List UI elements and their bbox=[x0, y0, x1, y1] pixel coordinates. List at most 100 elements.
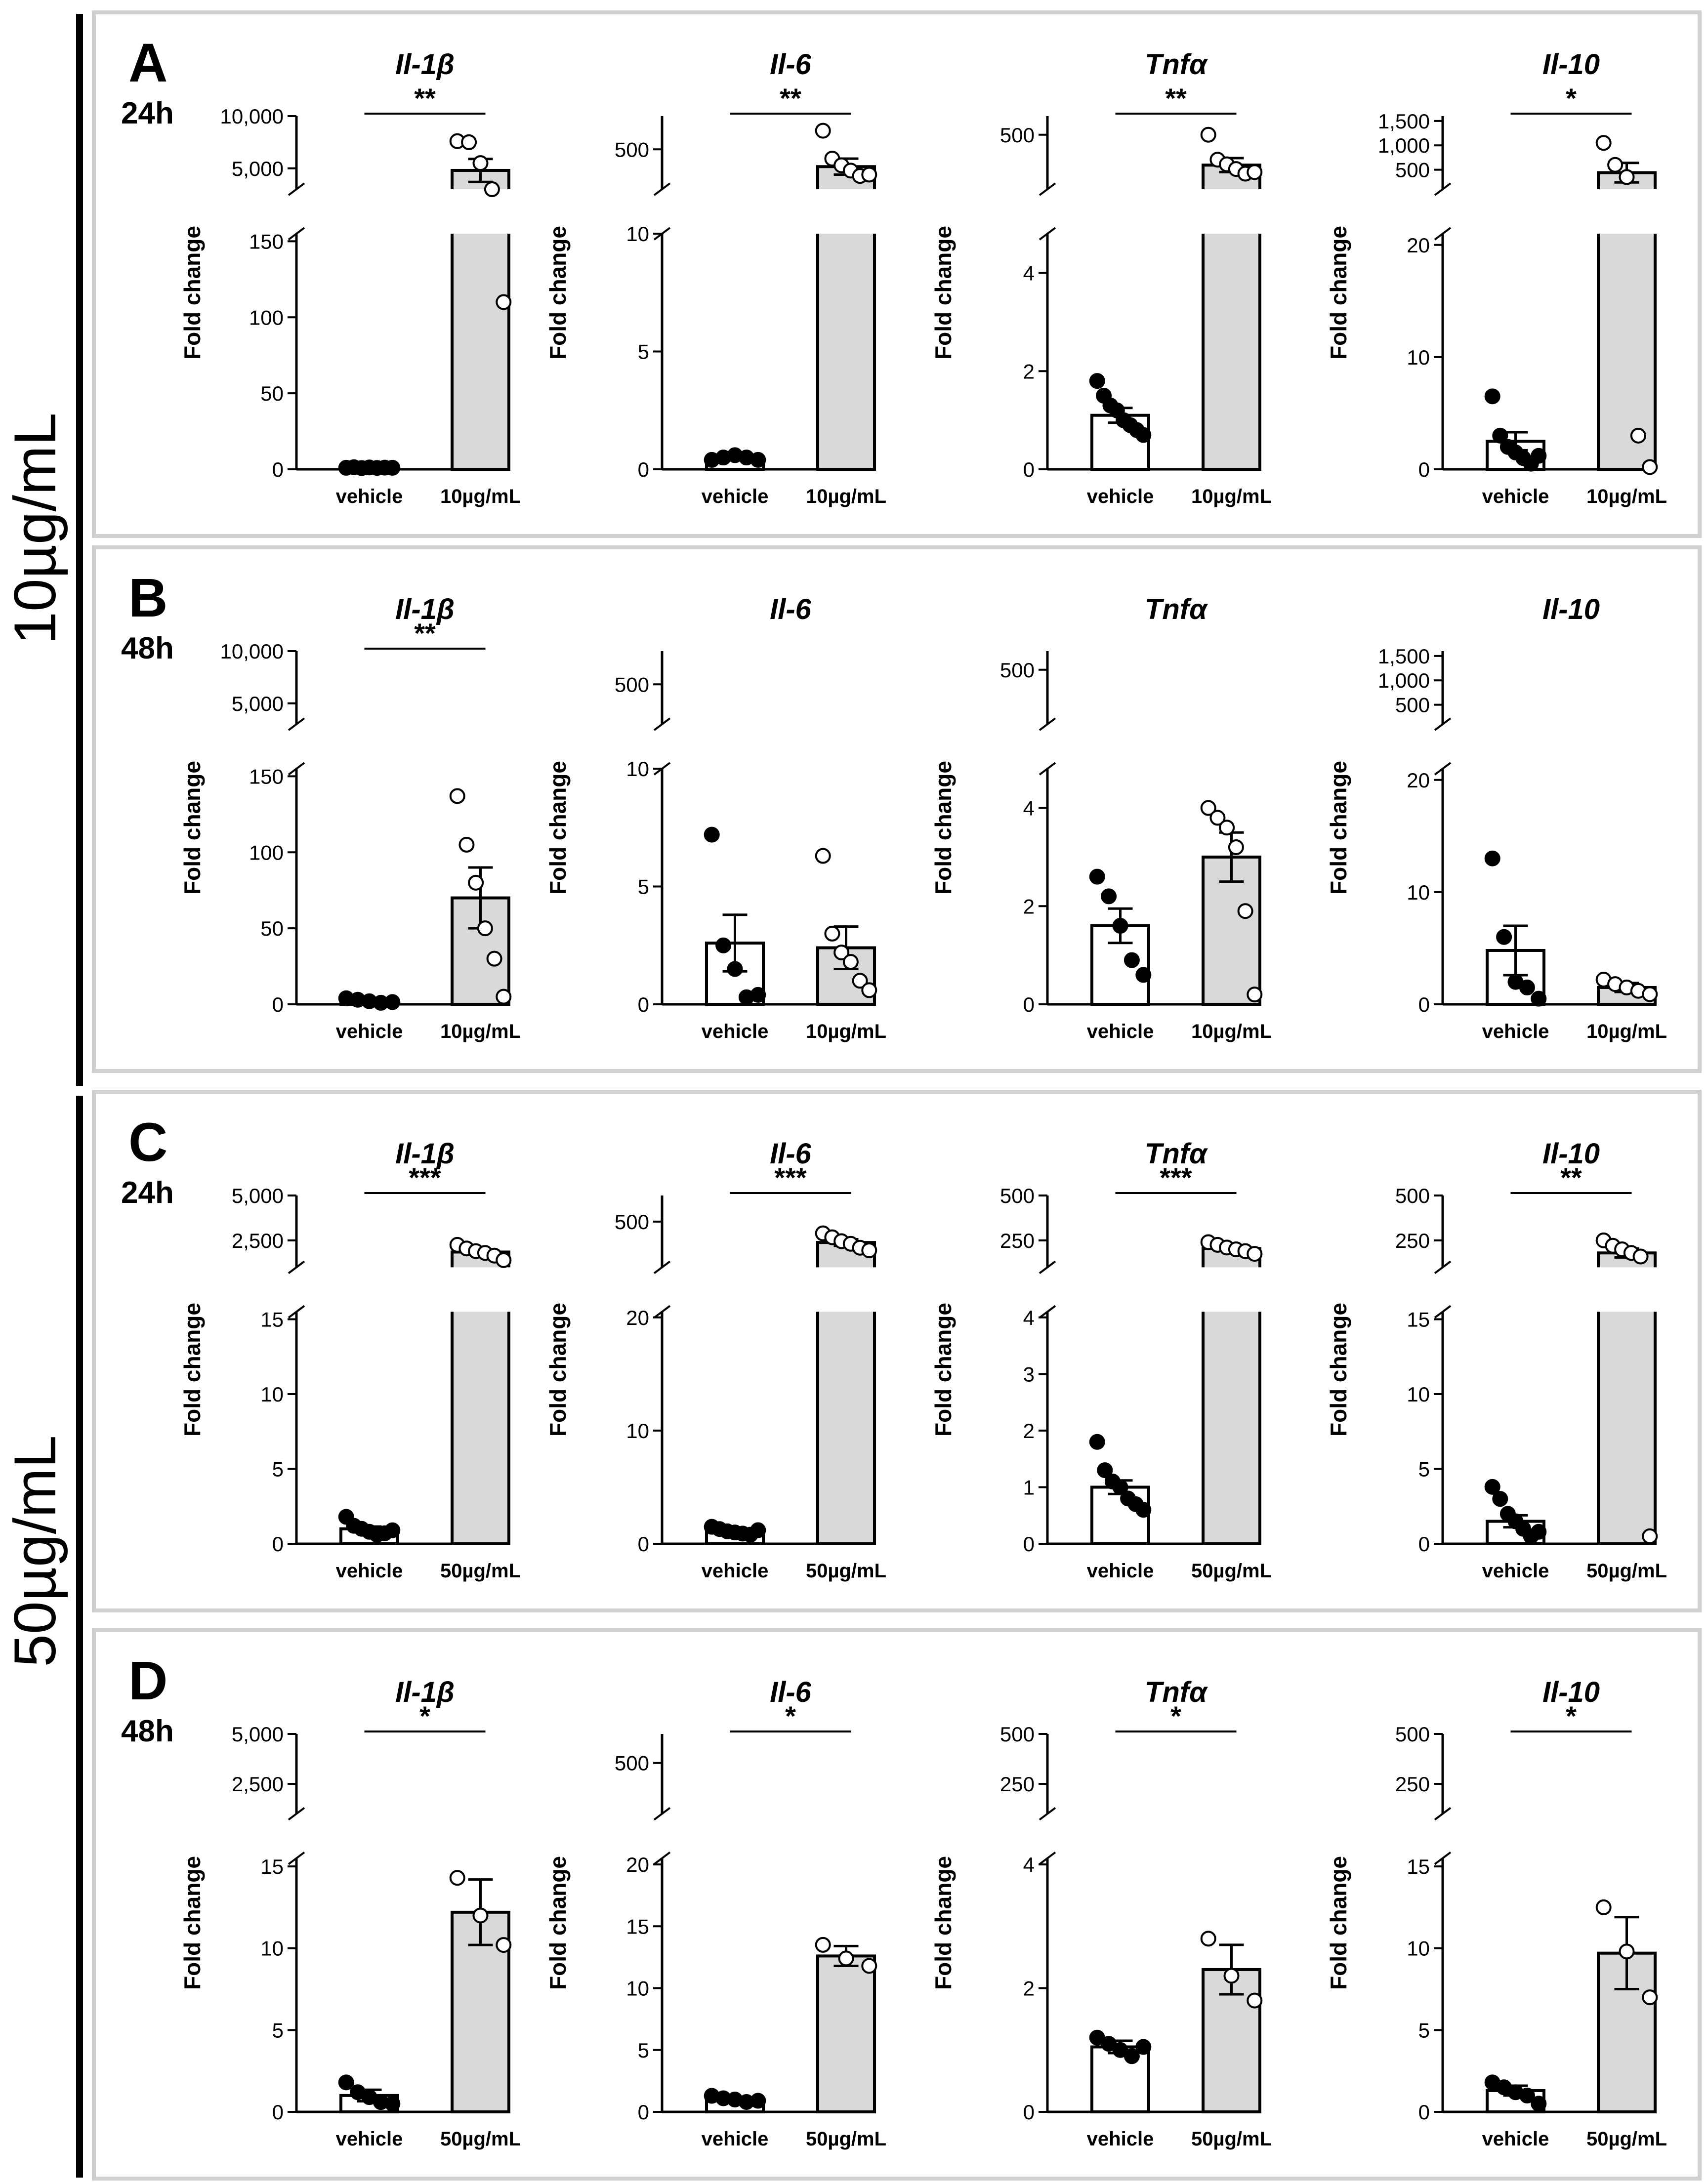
data-point bbox=[1247, 164, 1263, 180]
bar-break-gap bbox=[1200, 1267, 1263, 1312]
data-point bbox=[1619, 1943, 1635, 1960]
chart-title: Il-10 bbox=[1542, 48, 1600, 81]
y-tick-label: 500 bbox=[1000, 659, 1035, 682]
data-point bbox=[1619, 169, 1635, 185]
x-tick-label: vehicle bbox=[1087, 486, 1154, 507]
y-tick-label: 10 bbox=[260, 1383, 284, 1406]
y-tick-label: 500 bbox=[1000, 124, 1035, 147]
data-point bbox=[384, 994, 401, 1010]
y-tick-label: 100 bbox=[249, 306, 284, 329]
data-point bbox=[496, 989, 512, 1005]
y-tick-label: 20 bbox=[1407, 769, 1430, 792]
y-tick-label: 1 bbox=[1023, 1476, 1035, 1499]
chart-B-2: Tnfα Fold change 0 2 4 500 vehicle 10µg/mL bbox=[930, 593, 1272, 1042]
y-tick-label: 10 bbox=[626, 757, 649, 781]
significance-label: *** bbox=[1160, 1162, 1192, 1193]
chart-D-1: Il-6 Fold change 0 5 10 15 20 500 vehicle 50µg/mL… bbox=[545, 1676, 886, 2150]
group-label-10: 10µg/mL bbox=[2, 412, 68, 644]
y-axis-label: Fold change bbox=[179, 761, 205, 895]
axis-break-mark bbox=[288, 1807, 305, 1821]
data-point bbox=[861, 1242, 877, 1258]
y-tick-label: 10 bbox=[1407, 881, 1430, 904]
data-point bbox=[852, 973, 868, 989]
y-tick-label: 10 bbox=[626, 1977, 649, 2000]
y-tick-label: 5 bbox=[272, 1458, 284, 1481]
bar-break-gap bbox=[1595, 1267, 1658, 1312]
data-point bbox=[1228, 839, 1244, 856]
axis-break-mark bbox=[653, 1305, 671, 1319]
y-tick-label: 2,500 bbox=[232, 1772, 284, 1796]
axis-break-mark bbox=[288, 717, 305, 731]
data-point bbox=[1135, 1502, 1152, 1518]
y-tick-label: 15 bbox=[1407, 1855, 1430, 1878]
axis-break-mark bbox=[288, 227, 305, 241]
data-point bbox=[1484, 850, 1500, 866]
x-tick-label: vehicle bbox=[1087, 1021, 1154, 1042]
data-point bbox=[1642, 1989, 1658, 2006]
y-tick-label: 500 bbox=[1395, 1723, 1430, 1746]
y-tick-label: 0 bbox=[1418, 458, 1430, 481]
y-tick-label: 500 bbox=[1395, 1184, 1430, 1207]
data-point bbox=[449, 788, 465, 804]
data-point bbox=[815, 123, 831, 139]
axis-break-mark bbox=[1039, 1260, 1056, 1274]
x-tick-label: 50µg/mL bbox=[806, 2128, 886, 2150]
data-point bbox=[1112, 1479, 1128, 1495]
y-tick-label: 10 bbox=[1407, 1383, 1430, 1406]
data-point bbox=[484, 181, 500, 198]
significance-label: ** bbox=[780, 82, 801, 114]
data-point bbox=[1200, 126, 1216, 143]
x-tick-label: vehicle bbox=[702, 486, 769, 507]
y-tick-label: 150 bbox=[249, 765, 284, 788]
axis-break-mark bbox=[1434, 762, 1452, 776]
chart-title: Il-10 bbox=[1542, 593, 1600, 625]
y-tick-label: 0 bbox=[1023, 2101, 1035, 2124]
data-point bbox=[384, 2096, 401, 2112]
x-tick-label: vehicle bbox=[1482, 1560, 1549, 1582]
data-point bbox=[1247, 1992, 1263, 2009]
axis-break-mark bbox=[1434, 1260, 1452, 1274]
y-axis-label: Fold change bbox=[930, 1303, 956, 1437]
bar-treated bbox=[816, 1954, 876, 2113]
data-point bbox=[1642, 459, 1658, 475]
y-tick-label: 500 bbox=[615, 1210, 649, 1234]
y-tick-label: 4 bbox=[1023, 797, 1035, 820]
chart-title: Il-1β bbox=[395, 1676, 455, 1708]
y-axis-label: Fold change bbox=[930, 1856, 956, 1990]
x-tick-label: vehicle bbox=[336, 486, 403, 507]
axis-break-mark bbox=[1434, 227, 1452, 241]
y-tick-label: 10 bbox=[260, 1937, 284, 1960]
y-tick-label: 0 bbox=[1418, 2101, 1430, 2124]
significance-label: ** bbox=[1560, 1162, 1582, 1193]
data-point bbox=[449, 1870, 465, 1886]
data-point bbox=[477, 920, 493, 937]
data-point bbox=[1484, 388, 1500, 405]
bar-break-gap bbox=[1200, 189, 1263, 234]
data-point bbox=[1089, 373, 1105, 389]
data-point bbox=[1089, 868, 1105, 885]
axis-break-mark bbox=[653, 1807, 671, 1821]
data-point bbox=[384, 1522, 401, 1538]
data-point bbox=[842, 954, 859, 970]
significance-label: ** bbox=[414, 618, 436, 649]
y-tick-label: 0 bbox=[1023, 993, 1035, 1016]
y-tick-label: 500 bbox=[1000, 1723, 1035, 1746]
data-point bbox=[715, 937, 732, 953]
panel-letter: A bbox=[128, 33, 167, 93]
x-tick-label: 10µg/mL bbox=[1586, 486, 1667, 507]
bar-vehicle bbox=[1090, 1485, 1150, 1545]
axis-break-mark bbox=[288, 1305, 305, 1319]
x-tick-label: 10µg/mL bbox=[806, 1021, 886, 1042]
y-tick-label: 10,000 bbox=[220, 640, 284, 663]
data-point bbox=[1531, 1524, 1547, 1540]
y-tick-label: 250 bbox=[1395, 1772, 1430, 1796]
chart-D-2: Tnfα Fold change 0 2 4 250 500 vehicle 50µg/mL * bbox=[930, 1676, 1272, 2150]
x-tick-label: vehicle bbox=[336, 2128, 403, 2150]
chart-A-1: Il-6 Fold change 0 5 10 500 vehicle 10µg/mL ** bbox=[545, 48, 886, 507]
y-axis-label: Fold change bbox=[1326, 1856, 1351, 1990]
data-point bbox=[1595, 1899, 1612, 1915]
data-point bbox=[461, 134, 477, 150]
